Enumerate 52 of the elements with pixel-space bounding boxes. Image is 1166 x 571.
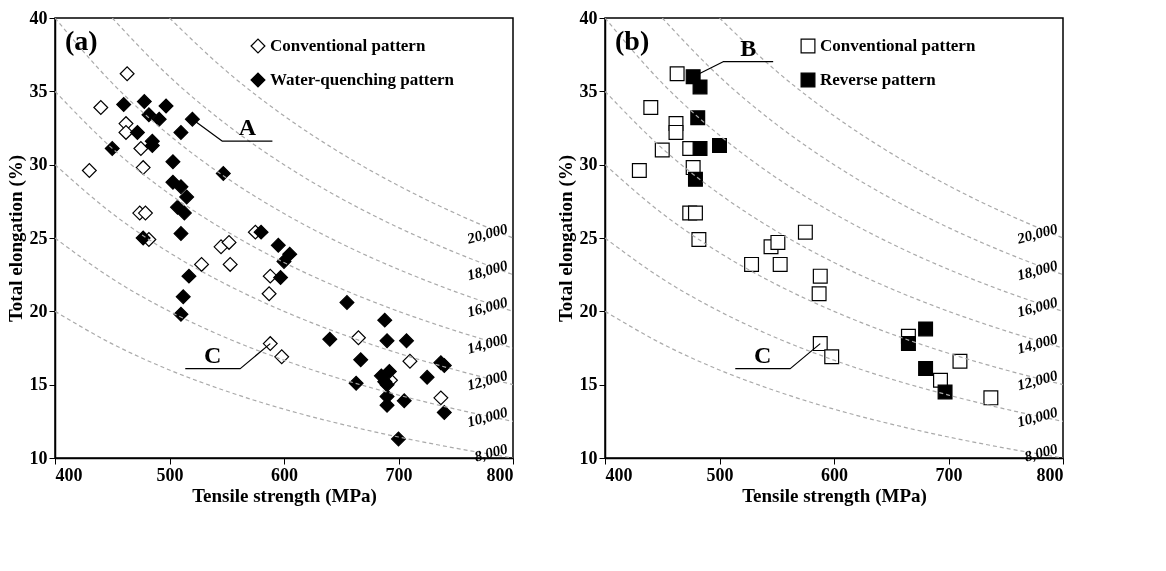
legend-label: Reverse pattern (820, 70, 937, 89)
x-tick-label: 600 (271, 464, 298, 485)
text: 16,000 (1015, 293, 1060, 320)
text: 10,000 (465, 403, 510, 430)
annotation: C (754, 341, 772, 368)
text: 8,000 (1022, 440, 1060, 465)
annotation: B (740, 34, 757, 61)
y-tick-label: 25 (579, 227, 598, 248)
text: 14,000 (465, 330, 510, 357)
y-tick-label: 20 (579, 300, 598, 321)
x-tick-label: 400 (55, 464, 83, 485)
x-tick-label: 700 (385, 464, 413, 485)
y-axis-title: Total elongation (%) (4, 154, 27, 323)
x-axis-title: Tensile strength (MPa) (742, 484, 927, 507)
x-tick-label: 500 (156, 464, 184, 485)
text: 18,000 (1015, 256, 1060, 284)
text: 16,000 (465, 293, 510, 320)
y-tick-label: 30 (579, 154, 598, 175)
y-tick-label: 20 (29, 300, 48, 321)
x-axis-title: Tensile strength (MPa) (192, 484, 377, 507)
y-tick-label: 35 (29, 80, 48, 101)
annotation: (b) (615, 25, 650, 56)
y-tick-label: 15 (29, 374, 48, 395)
text: 20,000 (1014, 220, 1060, 247)
text: 12,000 (465, 366, 510, 394)
y-tick-label: 40 (29, 7, 48, 28)
y-axis-title: Total elongation (%) (554, 154, 577, 323)
y-tick-label: 25 (29, 227, 48, 248)
y-tick-label: 10 (579, 447, 598, 468)
annotation: A (238, 114, 257, 141)
y-tick-label: 35 (579, 80, 598, 101)
x-tick-label: 800 (1036, 464, 1064, 485)
text: 12,000 (1015, 366, 1060, 394)
legend-label: Conventional pattern (270, 36, 426, 55)
legend-label: Water-quenching pattern (270, 70, 455, 89)
y-tick-label: 15 (579, 374, 598, 395)
legend-label: Conventional pattern (820, 36, 976, 55)
text: 10,000 (1015, 403, 1060, 430)
text: 18,000 (465, 256, 510, 284)
text: 8,000 (472, 440, 510, 465)
y-tick-label: 40 (579, 7, 598, 28)
x-tick-label: 500 (706, 464, 734, 485)
y-tick-label: 10 (29, 447, 48, 468)
text: 14,000 (1015, 330, 1060, 357)
x-tick-label: 400 (605, 464, 633, 485)
y-tick-label: 30 (29, 154, 48, 175)
text: 20,000 (464, 220, 510, 247)
annotation: C (204, 341, 222, 368)
x-tick-label: 600 (821, 464, 848, 485)
annotation: (a) (65, 25, 98, 56)
x-tick-label: 700 (935, 464, 963, 485)
x-tick-label: 800 (486, 464, 514, 485)
